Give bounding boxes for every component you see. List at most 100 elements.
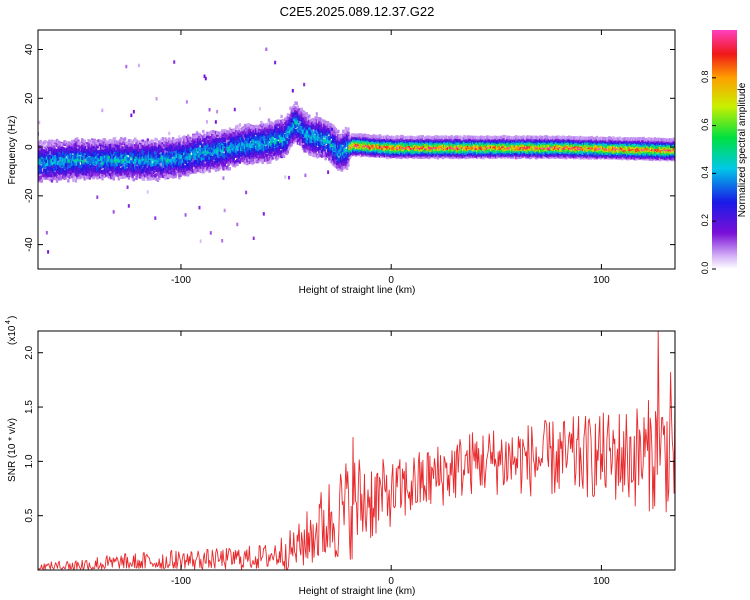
- heatmap-cell: [342, 162, 345, 166]
- heatmap-cell: [294, 129, 297, 133]
- heatmap-cell: [57, 171, 60, 175]
- heatmap-cell: [228, 159, 232, 163]
- heatmap-cell: [348, 144, 351, 148]
- heatmap-cell: [310, 138, 314, 142]
- heatmap-cell: [397, 146, 401, 150]
- heatmap-cell: [337, 157, 340, 162]
- heatmap-cell: [137, 166, 141, 171]
- heatmap-cell: [164, 170, 167, 174]
- heatmap-cell: [195, 147, 199, 151]
- heatmap-cell: [154, 158, 157, 162]
- heatmap-cell: [214, 120, 217, 124]
- heatmap-cell: [188, 169, 191, 173]
- heatmap-cell: [379, 135, 383, 139]
- heatmap-cell: [108, 144, 112, 148]
- heatmap-cell: [94, 158, 98, 162]
- heatmap-cell: [64, 153, 68, 157]
- heatmap-cell: [357, 145, 360, 149]
- heatmap-cell: [83, 155, 86, 160]
- heatmap-cell: [147, 162, 151, 166]
- heatmap-cell: [280, 119, 283, 124]
- heatmap-cells: [38, 47, 675, 254]
- heatmap-cell: [195, 152, 199, 156]
- heatmap-cell: [397, 137, 401, 142]
- heatmap-cell: [217, 154, 220, 158]
- heatmap-cell: [55, 179, 59, 183]
- heatmap-cell: [383, 152, 387, 157]
- heatmap-cell: [115, 166, 118, 171]
- heatmap-cell: [131, 152, 134, 157]
- heatmap-cell: [82, 139, 85, 143]
- heatmap-cell: [328, 147, 331, 152]
- heatmap-cell: [132, 150, 136, 154]
- heatmap-cell: [165, 167, 168, 171]
- heatmap-cell: [271, 133, 274, 137]
- heatmap-cell: [203, 134, 206, 139]
- heatmap-cell: [107, 160, 110, 164]
- heatmap-cell: [170, 174, 174, 178]
- heatmap-cell: [284, 118, 287, 122]
- heatmap-cell: [197, 137, 200, 142]
- heatmap-cell: [70, 154, 74, 159]
- heatmap-cell: [65, 158, 69, 163]
- heatmap-cell: [285, 145, 288, 149]
- heatmap-cell: [130, 155, 133, 159]
- heatmap-cell: [77, 143, 80, 147]
- heatmap-cell: [74, 159, 78, 163]
- heatmap-cell: [179, 139, 182, 143]
- heatmap-cell: [197, 165, 200, 169]
- heatmap-cell: [185, 145, 189, 150]
- heatmap-cell: [115, 144, 118, 149]
- heatmap-cell: [92, 157, 95, 161]
- heatmap-cell: [256, 129, 259, 134]
- heatmap-cell: [241, 131, 244, 135]
- heatmap-cell: [270, 135, 273, 139]
- heatmap-cell: [205, 156, 209, 160]
- heatmap-cell: [97, 166, 100, 170]
- heatmap-cell: [233, 164, 237, 168]
- heatmap-cell: [276, 149, 279, 153]
- heatmap-cell: [374, 150, 378, 154]
- heatmap-cell: [59, 156, 63, 161]
- heatmap-cell: [171, 175, 175, 179]
- heatmap-cell: [323, 148, 326, 153]
- heatmap-cell: [171, 160, 175, 165]
- heatmap-cell: [366, 153, 369, 157]
- heatmap-cell: [184, 168, 187, 172]
- heatmap-cell: [193, 133, 196, 137]
- heatmap-cell: [176, 146, 180, 151]
- heatmap-cell: [342, 147, 345, 151]
- heatmap-cell: [321, 128, 325, 132]
- heatmap-cell: [258, 146, 262, 150]
- heatmap-cell: [125, 163, 128, 168]
- heatmap-cell: [349, 149, 353, 154]
- heatmap-cell: [154, 165, 157, 170]
- heatmap-cell: [227, 158, 230, 162]
- heatmap-cell: [207, 135, 210, 139]
- heatmap-cell: [199, 164, 203, 168]
- heatmap-cell: [84, 154, 88, 159]
- heatmap-cell: [252, 140, 255, 144]
- heatmap-cell: [57, 161, 60, 165]
- heatmap-cell: [194, 170, 197, 174]
- heatmap-cell: [303, 119, 306, 124]
- heatmap-cell: [227, 167, 230, 171]
- heatmap-cell: [145, 163, 148, 167]
- heatmap-cell: [77, 149, 80, 153]
- heatmap-cell: [308, 134, 311, 138]
- heatmap-cell: [41, 154, 45, 158]
- heatmap-cell: [223, 153, 226, 157]
- heatmap-cell: [320, 125, 323, 129]
- heatmap-cell: [303, 117, 306, 121]
- heatmap-cell: [171, 148, 175, 152]
- heatmap-cell: [131, 172, 134, 177]
- heatmap-cell: [82, 150, 85, 155]
- heatmap-cell: [92, 175, 95, 180]
- heatmap-cell: [154, 156, 157, 160]
- heatmap-cell: [363, 133, 366, 137]
- heatmap-cell: [348, 155, 351, 160]
- heatmap-cell: [189, 148, 192, 153]
- heatmap-cell: [222, 137, 225, 141]
- heatmap-cell: [285, 126, 288, 131]
- heatmap-cell: [105, 161, 108, 166]
